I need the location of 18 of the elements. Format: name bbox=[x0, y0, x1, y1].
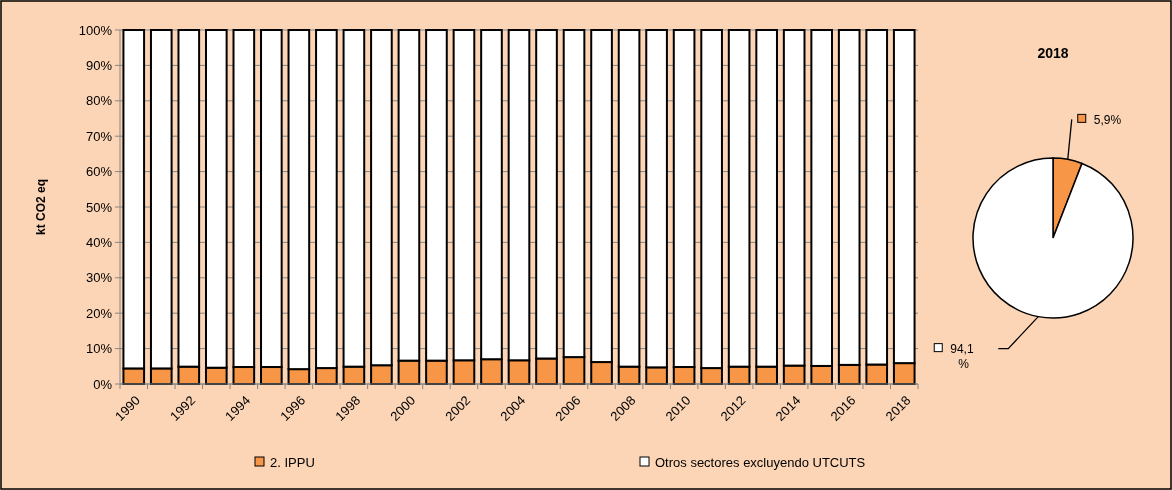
y-tick-label: 10% bbox=[85, 341, 113, 357]
legend-label: 2. IPPU bbox=[270, 454, 315, 470]
y-tick-label: 20% bbox=[85, 305, 113, 321]
data-label: 94,1% bbox=[950, 341, 974, 372]
y-tick-label: 70% bbox=[85, 128, 113, 144]
y-tick-label: 50% bbox=[85, 199, 113, 215]
y-tick-label: 80% bbox=[85, 93, 113, 109]
y-tick-label: 30% bbox=[85, 270, 113, 286]
data-label: 5,9% bbox=[1093, 112, 1122, 127]
y-tick-label: 90% bbox=[85, 57, 113, 73]
y-axis-title: kt CO2 eq bbox=[34, 178, 48, 236]
y-tick-label: 40% bbox=[85, 234, 113, 250]
y-tick-label: 0% bbox=[93, 376, 113, 392]
chart-title: 2018 bbox=[1037, 45, 1069, 61]
y-tick-label: 60% bbox=[85, 164, 113, 180]
legend-label: Otros sectores excluyendo UTCUTS bbox=[655, 454, 866, 470]
pie-slice bbox=[972, 157, 1134, 319]
y-tick-label: 100% bbox=[78, 22, 113, 38]
